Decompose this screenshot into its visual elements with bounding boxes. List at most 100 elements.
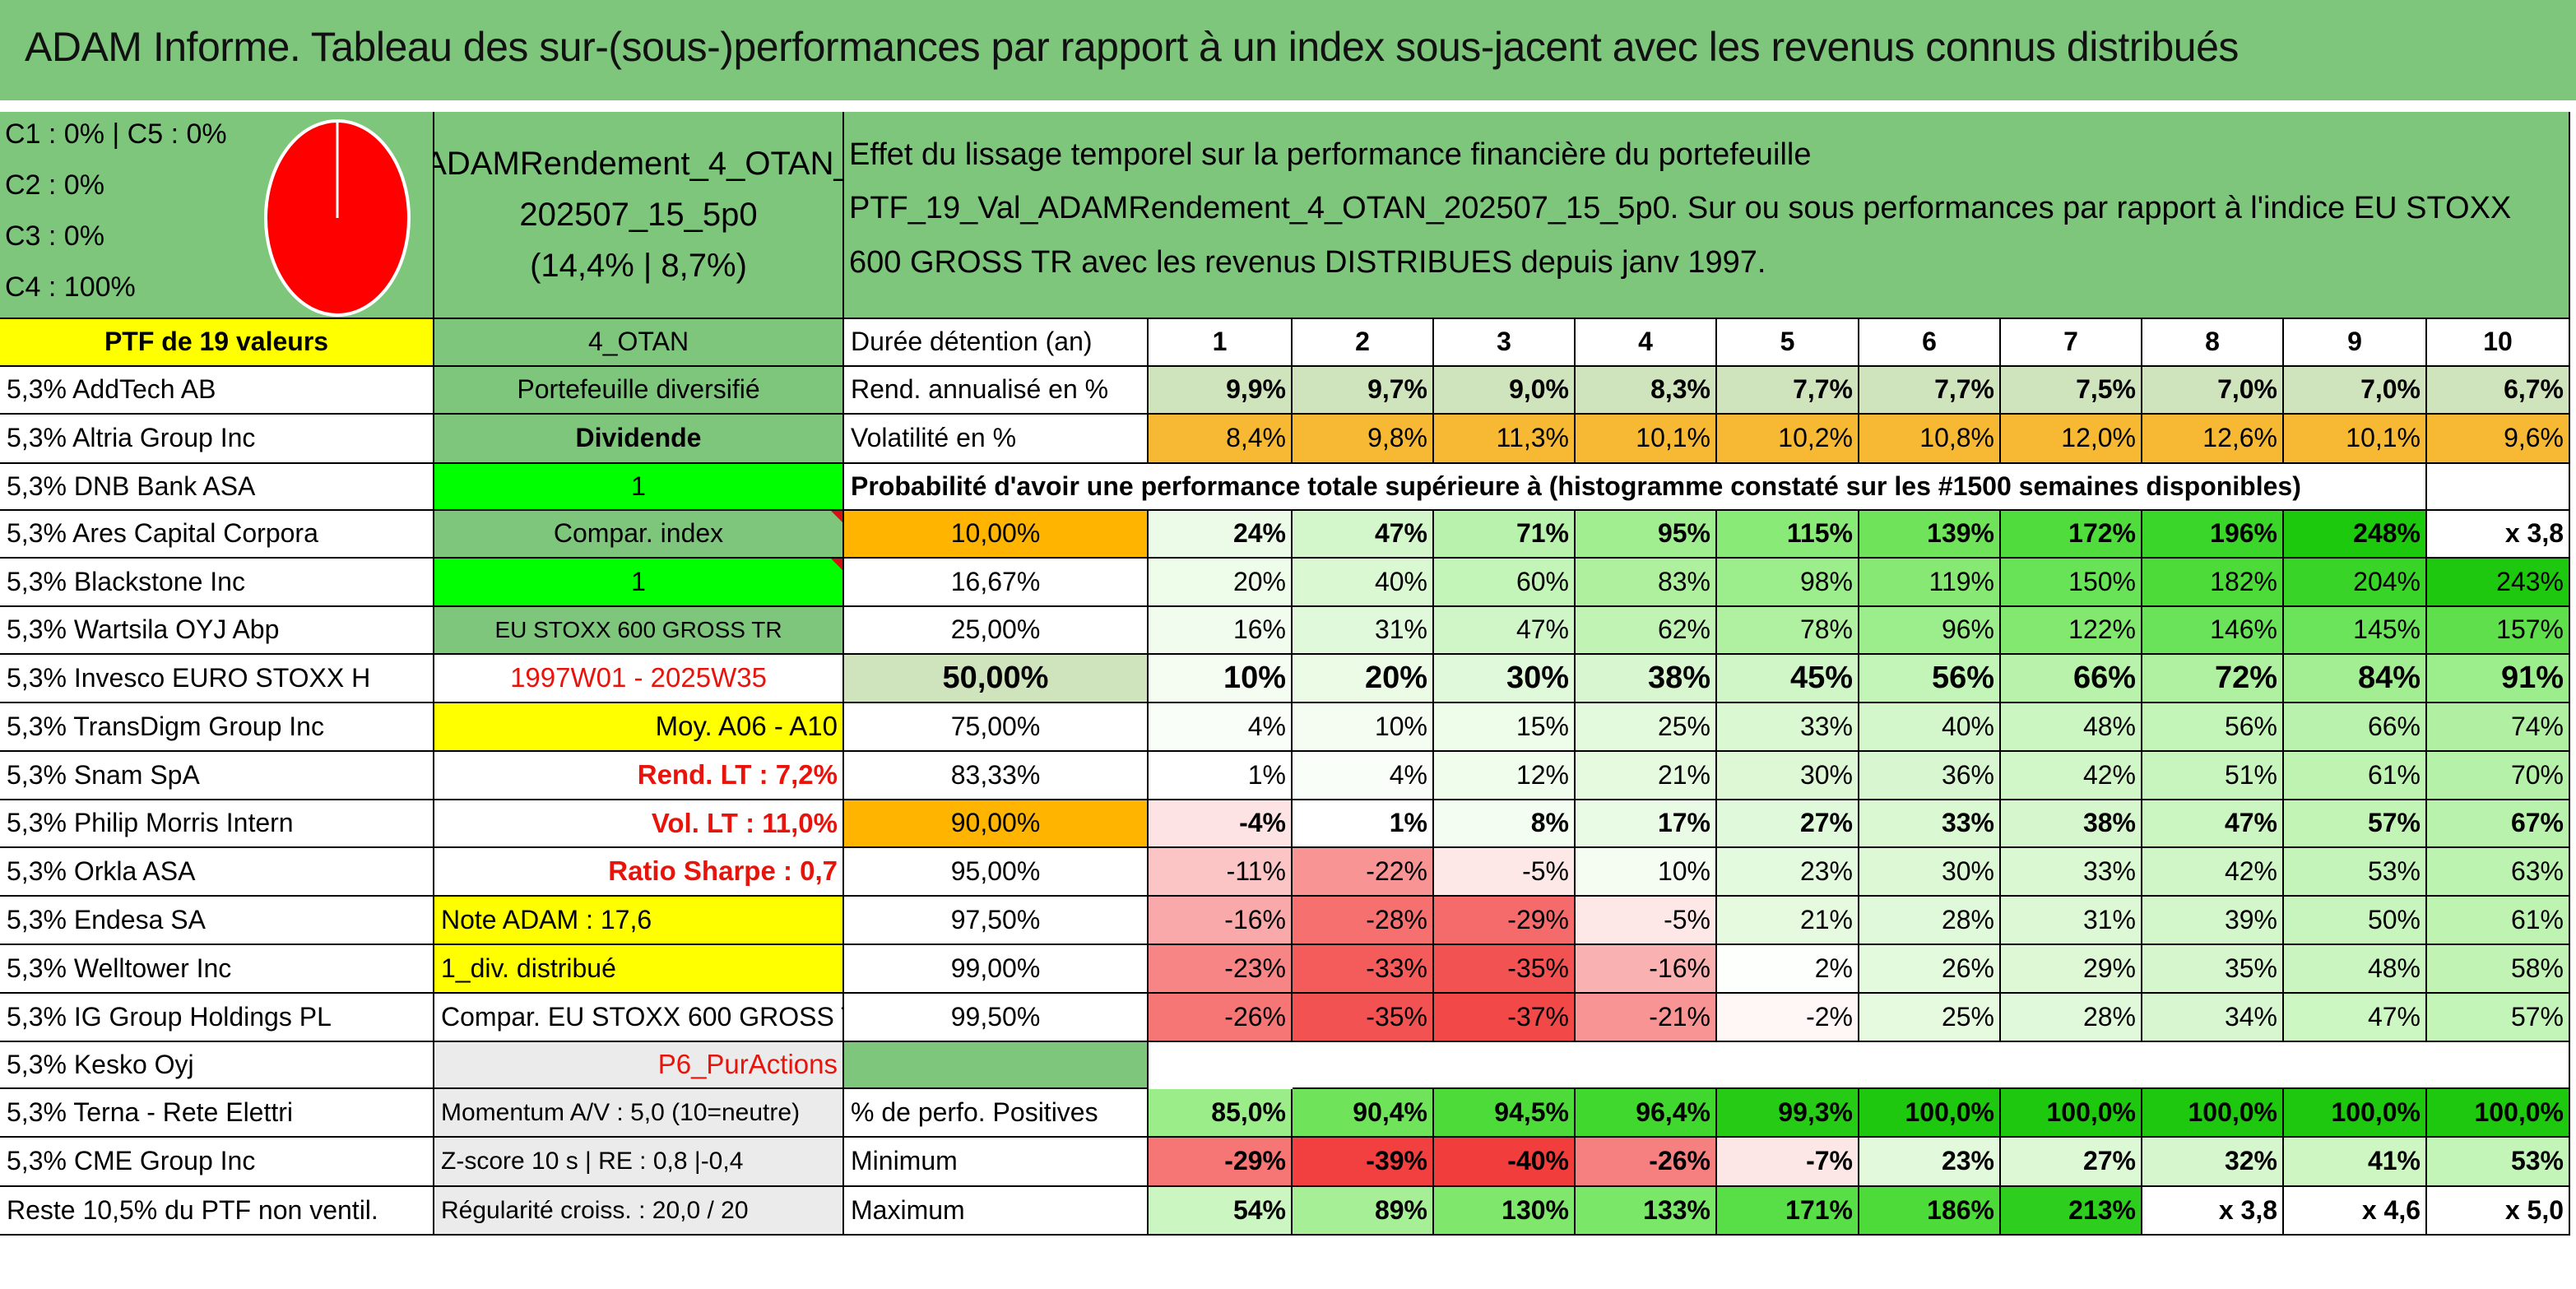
year-header: 9 [2284, 319, 2427, 367]
p6-label: P6_PurActions [434, 1042, 844, 1089]
year-header: 8 [2142, 319, 2284, 367]
quantile-cell: 70% [2427, 752, 2570, 800]
maximum-cell: 213% [2001, 1187, 2142, 1236]
performance-table: C1 : 0% | C5 : 0% C2 : 0% C3 : 0% C4 : 1… [0, 112, 2576, 1289]
quantile-cell: 38% [1576, 655, 1717, 703]
quantile-cell: -5% [1576, 897, 1717, 945]
sharpe-ratio: Ratio Sharpe : 0,7 [434, 848, 844, 897]
holding-row: 5,3% Snam SpA [0, 752, 434, 800]
quantile-cell: 47% [1434, 607, 1576, 655]
quantile-cell: -29% [1434, 897, 1576, 945]
quantile-cell: -23% [1149, 945, 1293, 994]
vol-cell: 8,4% [1149, 415, 1293, 464]
quantile-cell: 10% [1576, 848, 1717, 897]
vol-label: Volatilité en % [844, 415, 1149, 464]
quantile-cell: x 3,8 [2427, 511, 2570, 559]
quantile-label: 16,67% [844, 559, 1149, 607]
quantile-cell: 24% [1149, 511, 1293, 559]
quantile-cell: 60% [1434, 559, 1576, 607]
quantile-cell: -26% [1149, 994, 1293, 1042]
quantile-cell: 66% [2284, 703, 2427, 752]
quantile-cell: 33% [1859, 800, 2001, 848]
quantile-cell: 248% [2284, 511, 2427, 559]
quantile-cell: 172% [2001, 511, 2142, 559]
allocation-line: C2 : 0% [5, 169, 104, 201]
quantile-cell: 196% [2142, 511, 2284, 559]
portfolio-strategy: Dividende [434, 415, 844, 464]
quantile-cell: -2% [1717, 994, 1859, 1042]
empty-cell [1293, 1042, 2570, 1089]
vol-cell: 10,1% [1576, 415, 1717, 464]
maximum-cell: 54% [1149, 1187, 1293, 1236]
positive-cell: 100,0% [2284, 1089, 2427, 1138]
rend-cell: 8,3% [1576, 367, 1717, 415]
minimum-cell: -26% [1576, 1138, 1717, 1187]
holding-row: 5,3% Altria Group Inc [0, 415, 434, 464]
quantile-cell: 72% [2142, 655, 2284, 703]
note-adam: Note ADAM : 17,6 [434, 897, 844, 945]
quantile-cell: 67% [2427, 800, 2570, 848]
maximum-label: Maximum [844, 1187, 1149, 1236]
quantile-cell: 91% [2427, 655, 2570, 703]
year-header: 1 [1149, 319, 1293, 367]
minimum-cell: -29% [1149, 1138, 1293, 1187]
vol-cell: 11,3% [1434, 415, 1576, 464]
positive-cell: 90,4% [1293, 1089, 1434, 1138]
rend-cell: 7,7% [1859, 367, 2001, 415]
quantile-cell: 96% [1859, 607, 2001, 655]
rend-cell: 6,7% [2427, 367, 2570, 415]
quantile-cell: 26% [1859, 945, 2001, 994]
quantile-cell: 62% [1576, 607, 1717, 655]
quantile-cell: 40% [1859, 703, 2001, 752]
rend-cell: 9,9% [1149, 367, 1293, 415]
quantile-cell: 42% [2001, 752, 2142, 800]
holding-row: 5,3% Welltower Inc [0, 945, 434, 994]
year-header: 2 [1293, 319, 1434, 367]
year-header: 7 [2001, 319, 2142, 367]
rend-label: Rend. annualisé en % [844, 367, 1149, 415]
maximum-cell: x 3,8 [2142, 1187, 2284, 1236]
quantile-cell: 119% [1859, 559, 2001, 607]
quantile-cell: 95% [1576, 511, 1717, 559]
quantile-cell: 48% [2284, 945, 2427, 994]
quantile-cell: 42% [2142, 848, 2284, 897]
quantile-cell: 4% [1293, 752, 1434, 800]
quantile-cell: 23% [1717, 848, 1859, 897]
holding-row: 5,3% Blackstone Inc [0, 559, 434, 607]
allocation-line: C3 : 0% [5, 220, 104, 252]
positive-cell: 100,0% [2001, 1089, 2142, 1138]
holding-row: 5,3% Wartsila OYJ Abp [0, 607, 434, 655]
positive-cell: 99,3% [1717, 1089, 1859, 1138]
quantile-cell: 150% [2001, 559, 2142, 607]
quantile-cell: 30% [1717, 752, 1859, 800]
maximum-cell: x 5,0 [2427, 1187, 2570, 1236]
positive-cell: 94,5% [1434, 1089, 1576, 1138]
rend-cell: 7,5% [2001, 367, 2142, 415]
vol-cell: 9,6% [2427, 415, 2570, 464]
maximum-cell: 171% [1717, 1187, 1859, 1236]
holding-row: 5,3% Ares Capital Corpora [0, 511, 434, 559]
quantile-cell: 182% [2142, 559, 2284, 607]
quantile-cell: -35% [1434, 945, 1576, 994]
quantile-cell: 115% [1717, 511, 1859, 559]
allocation-line: C4 : 100% [5, 271, 136, 303]
minimum-cell: -40% [1434, 1138, 1576, 1187]
quantile-cell: 39% [2142, 897, 2284, 945]
quantile-cell: 83% [1576, 559, 1717, 607]
quantile-cell: 28% [2001, 994, 2142, 1042]
momentum: Momentum A/V : 5,0 (10=neutre) [434, 1089, 844, 1138]
quantile-cell: 20% [1149, 559, 1293, 607]
duration-label: Durée détention (an) [844, 319, 1149, 367]
quantile-cell: 16% [1149, 607, 1293, 655]
holding-row: 5,3% Philip Morris Intern [0, 800, 434, 848]
quantile-cell: 35% [2142, 945, 2284, 994]
positive-cell: 100,0% [2142, 1089, 2284, 1138]
minimum-cell: 41% [2284, 1138, 2427, 1187]
quantile-cell: -11% [1149, 848, 1293, 897]
vol-lt: Vol. LT : 11,0% [434, 800, 844, 848]
vol-cell: 10,2% [1717, 415, 1859, 464]
quantile-cell: 20% [1293, 655, 1434, 703]
quantile-label: 75,00% [844, 703, 1149, 752]
quantile-cell: 10% [1149, 655, 1293, 703]
quantile-cell: 204% [2284, 559, 2427, 607]
